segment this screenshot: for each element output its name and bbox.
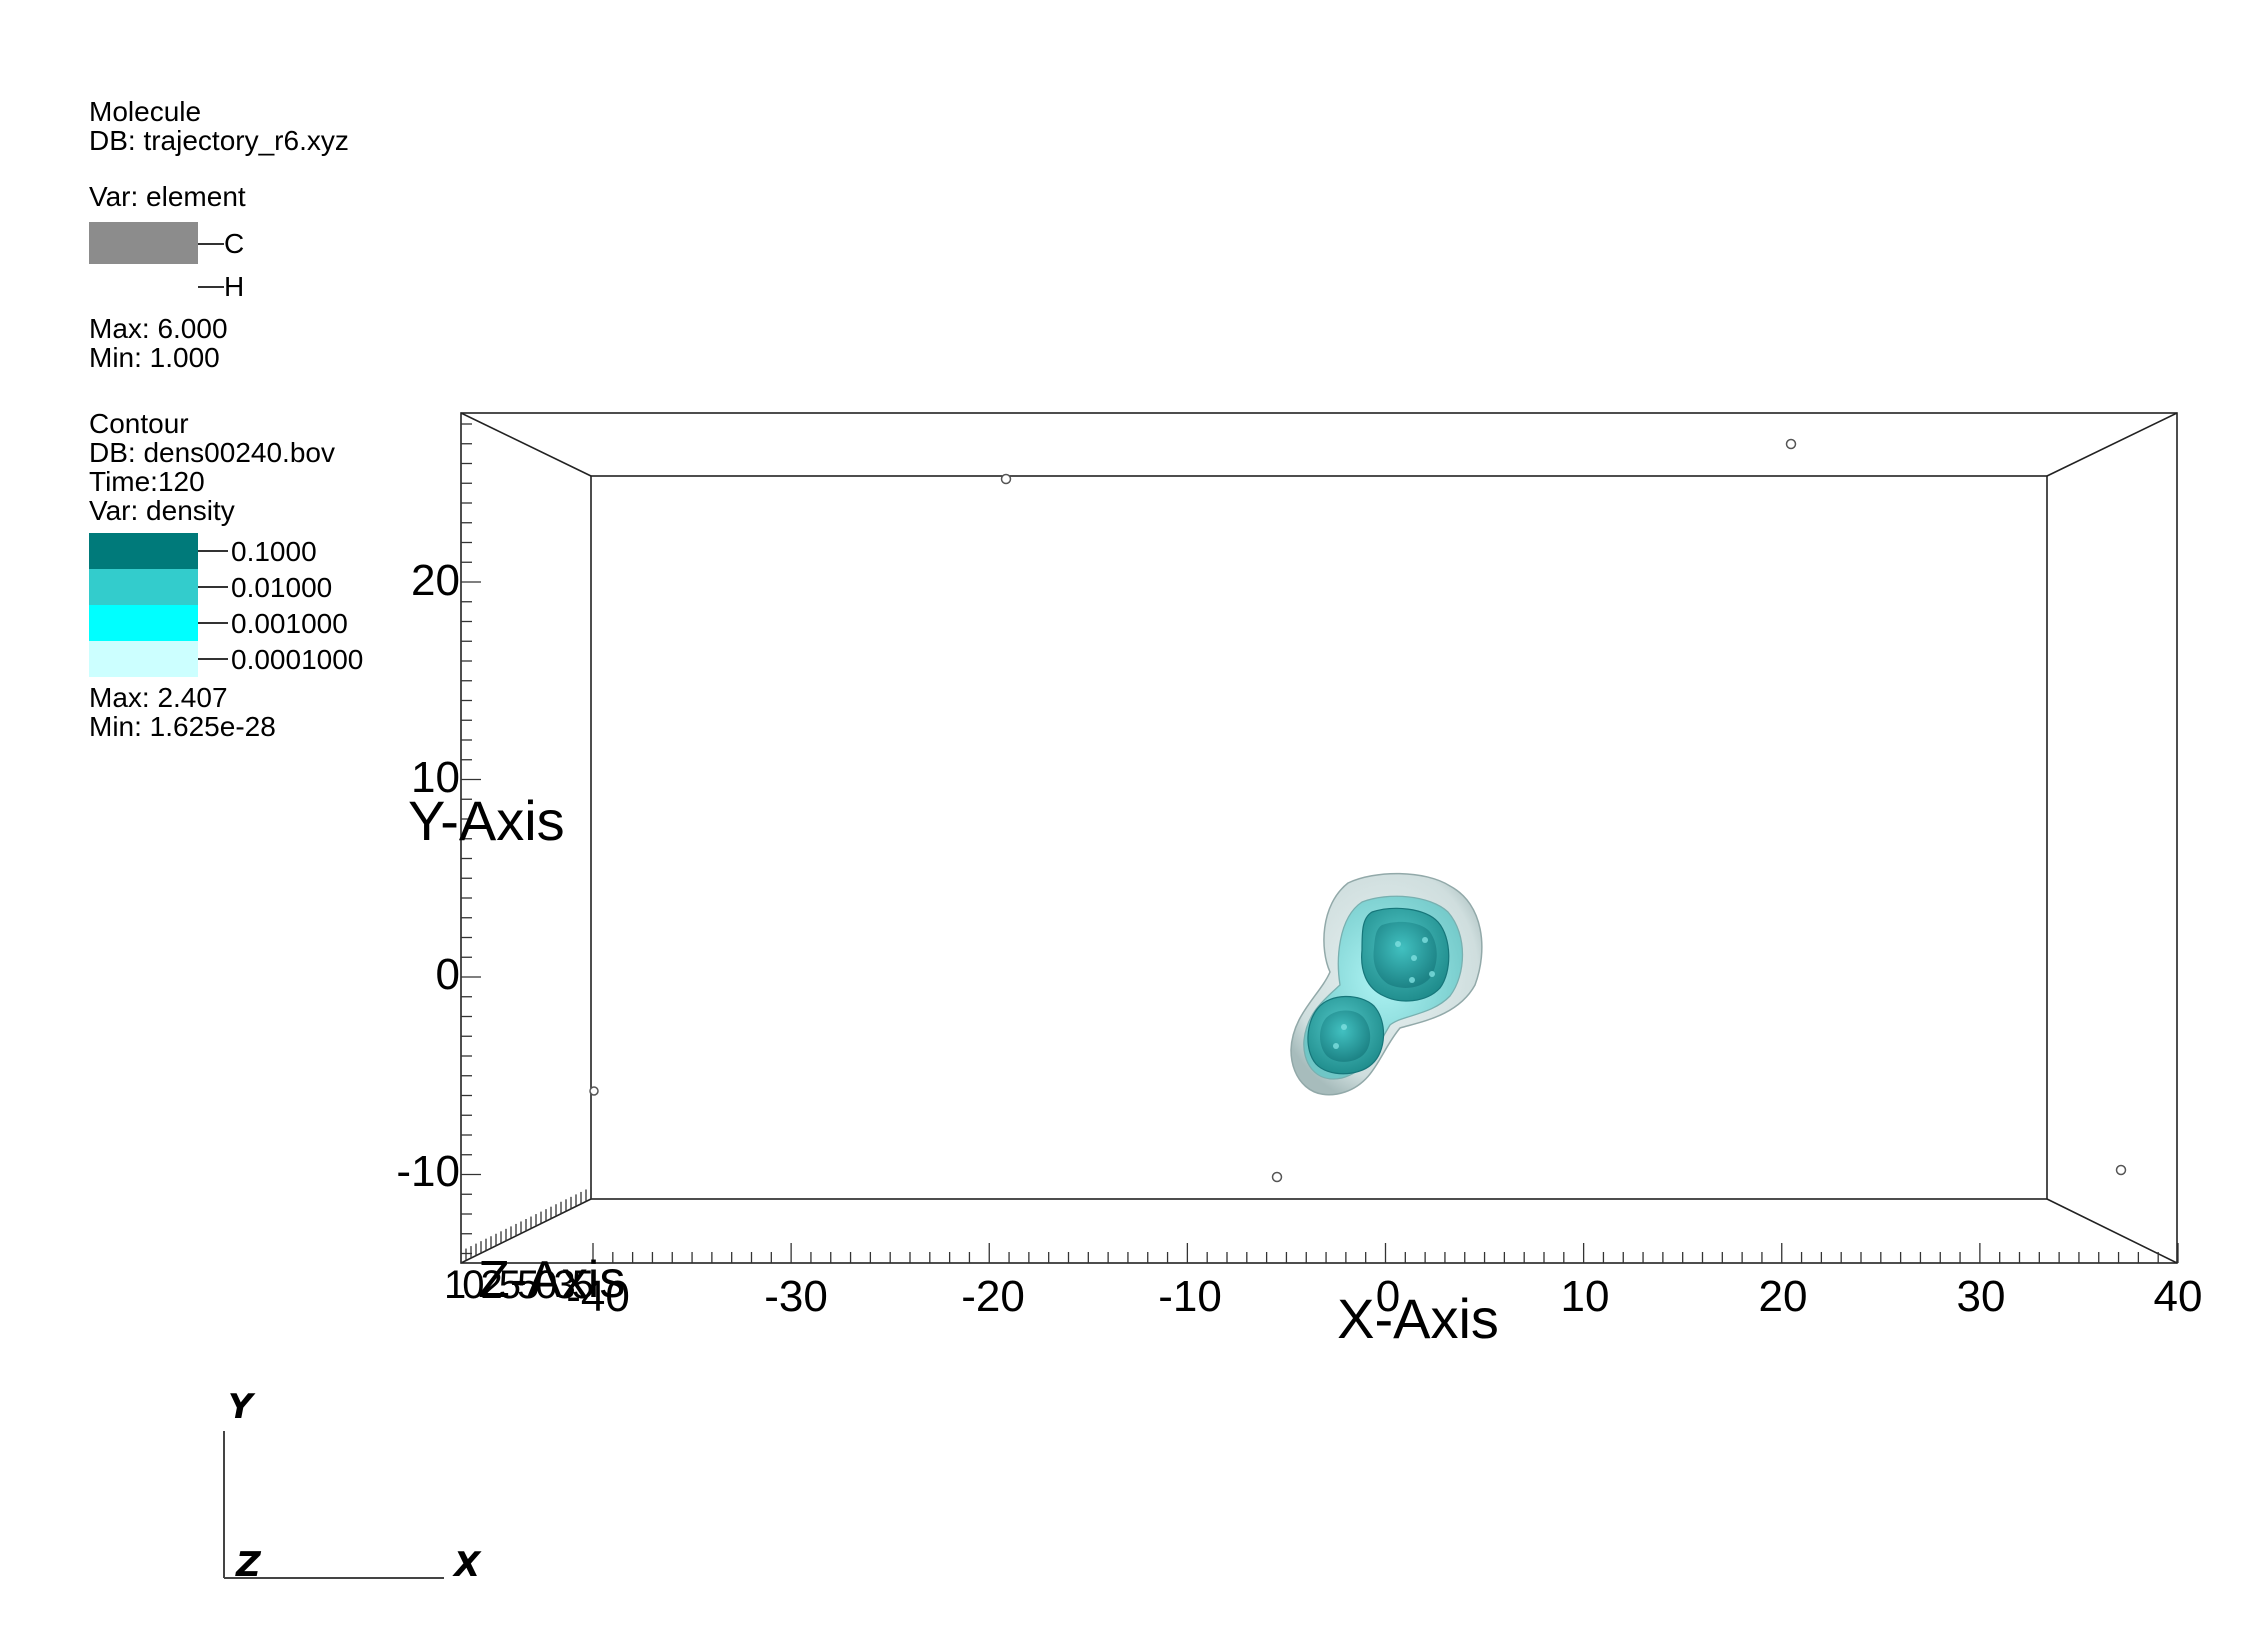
contour-plot-name: Contour [89,408,189,439]
atom-dot [1409,977,1415,983]
atom-sphere [2115,1164,2127,1176]
atom-dot [1341,1024,1347,1030]
molecule-db-name: DB: trajectory_r6.xyz [89,125,349,156]
carbon-tick [198,243,224,245]
contour-level-label: 0.001000 [231,608,348,639]
triad-z-label: Z [235,1545,262,1585]
bounding-box-edge [2046,1198,2178,1264]
contour-level-label: 0.0001000 [231,644,364,675]
atom-dot [1395,941,1401,947]
contour-level-tick [198,550,228,552]
contour-level-tick [198,586,228,588]
y-tick-label: 10 [411,753,460,802]
atom-dot [1411,955,1417,961]
molecule-plot-name: Molecule [89,96,202,127]
contour-level-label: 0.01000 [231,572,333,603]
x-tick-label: -10 [1158,1272,1222,1321]
z-axis-tick-labels: 10255035 [444,1263,594,1307]
molecule-max: Max: 6.000 [89,313,228,344]
y-axis-title: Y-Axis [408,789,565,852]
contour-time: Time:120 [89,466,205,497]
contour-min: Min: 1.625e-28 [89,711,276,742]
x-tick-label: 40 [2154,1272,2203,1321]
contour-level-swatch [89,605,198,641]
contour-level-swatch [89,641,198,677]
x-tick-label: 0 [1376,1272,1400,1321]
isosurface-core-lower [1320,1010,1371,1062]
atom-sphere [1271,1171,1283,1183]
axis-triad: Y X Z [223,1387,482,1585]
triad-x-label: X [452,1545,482,1585]
x-tick-label: 30 [1957,1272,2006,1321]
molecule-color-legend: C H [89,222,349,310]
atom-dot [1429,971,1435,977]
stray-atoms [589,438,2127,1183]
molecule-legend: Molecule DB: trajectory_r6.xyz Var: elem… [89,97,349,372]
contour-color-legend: 0.1000 0.01000 0.001000 0.0001000 [89,533,363,677]
atom-sphere [1785,438,1797,450]
contour-level-label: 0.1000 [231,536,317,567]
y-axis-tick-labels: 20 10 0 -10 [396,556,460,1196]
x-tick-label: -40 [566,1272,630,1321]
contour-level-row: 0.0001000 [89,641,363,677]
x-tick-label: 20 [1759,1272,1808,1321]
contour-level-row: 0.001000 [89,605,348,641]
atom-dot [1422,937,1428,943]
atom-sphere [589,1086,599,1096]
bounding-box-edge [460,412,592,477]
bounding-box-inner [590,475,2048,1200]
y-tick-label: 20 [411,556,460,605]
contour-level-row: 0.01000 [89,569,335,605]
hydrogen-label: H [224,271,245,302]
molecule-min: Min: 1.000 [89,342,220,373]
contour-level-row: 0.1000 [89,533,335,569]
density-isosurface[interactable] [1290,872,1483,1096]
contour-var-name: Var: density [89,495,235,526]
x-axis-minor-ticks [592,1243,2179,1263]
x-tick-label: -20 [961,1272,1025,1321]
triad-y-label: Y [228,1387,256,1427]
atom-dot [1333,1043,1339,1049]
molecule-var-name: Var: element [89,181,246,212]
bounding-box [460,412,2178,1264]
z-axis-minor-ticks [460,1187,592,1263]
contour-legend: Contour DB: dens00240.bov Time:120 Var: … [89,408,363,742]
hydrogen-tick [198,286,224,288]
contour-level-swatch [89,533,198,569]
carbon-swatch [89,222,198,264]
y-axis-minor-ticks [461,423,481,1255]
x-tick-label: 10 [1561,1272,1610,1321]
isosurface-core-upper [1373,921,1437,988]
contour-level-swatch [89,569,198,605]
bounding-box-outer [460,412,2178,1264]
bounding-box-edge [2046,412,2178,477]
contour-max: Max: 2.407 [89,682,228,713]
contour-level-tick [198,622,228,624]
x-axis-title: X-Axis [1337,1287,1499,1350]
z-axis-title: Z-Axis [478,1251,625,1309]
y-tick-label: 0 [436,950,460,999]
y-tick-label: -10 [396,1147,460,1196]
contour-db-name: DB: dens00240.bov [89,437,335,468]
x-axis-tick-labels: -40 -30 -20 -10 0 10 20 30 40 [566,1272,2202,1321]
carbon-label: C [224,228,245,259]
atom-sphere [1000,473,1012,485]
atom-highlights [1333,937,1435,1049]
contour-level-tick [198,658,228,660]
x-tick-label: -30 [764,1272,828,1321]
